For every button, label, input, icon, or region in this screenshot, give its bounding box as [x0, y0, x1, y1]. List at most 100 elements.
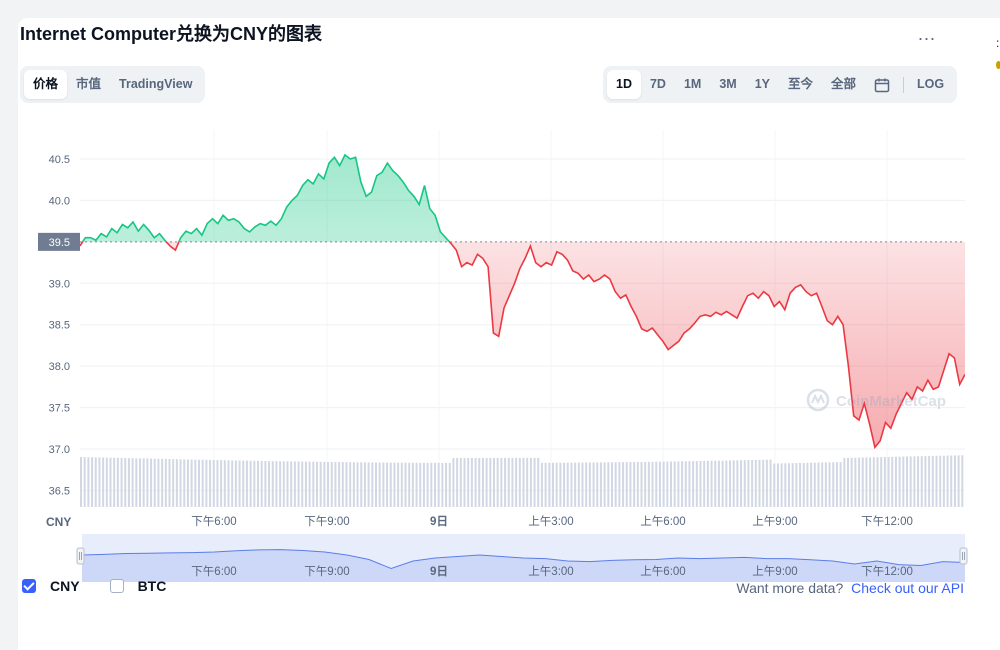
price-line-down: [80, 242, 965, 450]
volume-bar: [282, 461, 285, 507]
volume-bar: [131, 458, 134, 507]
navigator-handle-left[interactable]: [76, 547, 85, 565]
volume-bar: [717, 460, 720, 507]
legend-item-btc[interactable]: BTC: [109, 578, 167, 594]
volume-bar: [909, 456, 912, 507]
volume-bar: [386, 462, 389, 507]
volume-bar: [271, 461, 274, 507]
legend-label-btc: BTC: [137, 578, 167, 594]
volume-bar: [382, 462, 385, 507]
tab-price[interactable]: 价格: [24, 70, 68, 99]
volume-bar: [496, 457, 499, 507]
range-1d[interactable]: 1D: [607, 70, 641, 99]
volume-bar: [330, 461, 333, 507]
tab-market-cap[interactable]: 市值: [76, 77, 102, 91]
volume-bar: [817, 462, 820, 507]
volume-bar: [935, 455, 938, 507]
volume-bar: [242, 460, 245, 507]
tab-tradingview[interactable]: TradingView: [119, 77, 193, 91]
page-title: Internet Computer兑换为CNY的图表: [20, 24, 323, 44]
calendar-icon[interactable]: [865, 70, 899, 99]
volume-bar: [238, 460, 241, 507]
volume-bar: [950, 455, 953, 507]
x-tick-label: 上午3:00: [528, 515, 573, 528]
price-line-up: [81, 153, 451, 242]
volume-bar: [931, 455, 934, 507]
legend-item-cny[interactable]: CNY: [22, 578, 80, 594]
cny-checkbox[interactable]: [22, 579, 36, 593]
range-navigator[interactable]: 下午6:00 下午9:00 9日 上午3:00 上午6:00 上午9:00 下午12:00: [76, 534, 968, 582]
volume-bar: [802, 462, 805, 507]
btc-checkbox[interactable]: [109, 579, 124, 593]
volume-bar: [275, 461, 278, 507]
volume-bar: [150, 458, 153, 507]
volume-bar: [87, 457, 90, 507]
volume-bar: [924, 456, 927, 507]
volume-bar: [670, 461, 672, 507]
navigator-line: [81, 549, 966, 570]
volume-bar: [157, 458, 160, 507]
volume-bar: [906, 456, 908, 507]
volume-bar: [445, 462, 448, 507]
x-tick-label: 9日: [430, 515, 448, 528]
volume-bar: [334, 462, 337, 507]
navigator-tick-label: 下午9:00: [304, 565, 349, 578]
volume-bar: [220, 460, 223, 507]
volume-bar: [419, 462, 422, 507]
legend-label-cny: CNY: [50, 578, 80, 594]
volume-bar: [699, 460, 702, 507]
volume-bar: [415, 462, 418, 507]
range-ytd[interactable]: 至今: [788, 77, 814, 91]
range-7d[interactable]: 7D: [649, 77, 666, 91]
volume-bar: [747, 460, 750, 507]
volume-bar: [363, 462, 366, 507]
navigator-handle-right[interactable]: [959, 547, 968, 565]
volume-bar: [861, 457, 864, 507]
volume-bar: [507, 457, 510, 507]
volume-bar: [485, 457, 488, 507]
range-3m[interactable]: 3M: [719, 77, 737, 91]
volume-bar: [186, 459, 189, 507]
volume-bar: [113, 457, 116, 507]
volume-bar: [581, 462, 584, 507]
volume-bar: [939, 455, 942, 507]
volume-bar: [662, 461, 665, 507]
volume-bar: [124, 458, 127, 507]
y-tick-label: 40.0: [49, 195, 70, 207]
volume-bar: [175, 459, 178, 507]
volume-bar: [887, 456, 890, 507]
volume-bar: [743, 460, 746, 507]
volume-bar: [928, 455, 931, 507]
volume-bar: [139, 458, 141, 507]
volume-bar: [732, 460, 735, 507]
volume-bar: [806, 462, 809, 507]
api-link[interactable]: Check out our API: [851, 580, 964, 596]
volume-bar: [677, 461, 680, 507]
more-options-icon[interactable]: ...: [918, 24, 937, 44]
volume-bar: [360, 462, 363, 507]
volume-bar: [548, 462, 551, 507]
volume-bar: [474, 457, 477, 507]
volume-bar: [341, 462, 344, 507]
volume-bar: [105, 457, 108, 507]
coinmarketcap-logo-mark: [811, 393, 825, 405]
volume-bar: [773, 463, 776, 507]
volume-bar: [201, 459, 204, 507]
baseline-badge: [38, 232, 80, 251]
y-tick-label: 38.5: [49, 320, 70, 332]
volume-bar: [835, 462, 838, 507]
range-1y[interactable]: 1Y: [754, 77, 771, 91]
range-all[interactable]: 全部: [831, 77, 857, 91]
volume-bar: [570, 462, 573, 507]
volume-bar: [168, 459, 171, 507]
volume-bar: [91, 457, 94, 507]
y-axis-unit: CNY: [46, 515, 71, 529]
volume-bar: [223, 460, 226, 507]
volume-bar: [858, 457, 861, 507]
range-1m[interactable]: 1M: [683, 77, 702, 91]
volume-bar: [153, 458, 156, 507]
y-tick-label: 40.5: [49, 154, 70, 166]
volume-bar: [843, 457, 846, 507]
log-scale-toggle[interactable]: LOG: [917, 77, 945, 91]
